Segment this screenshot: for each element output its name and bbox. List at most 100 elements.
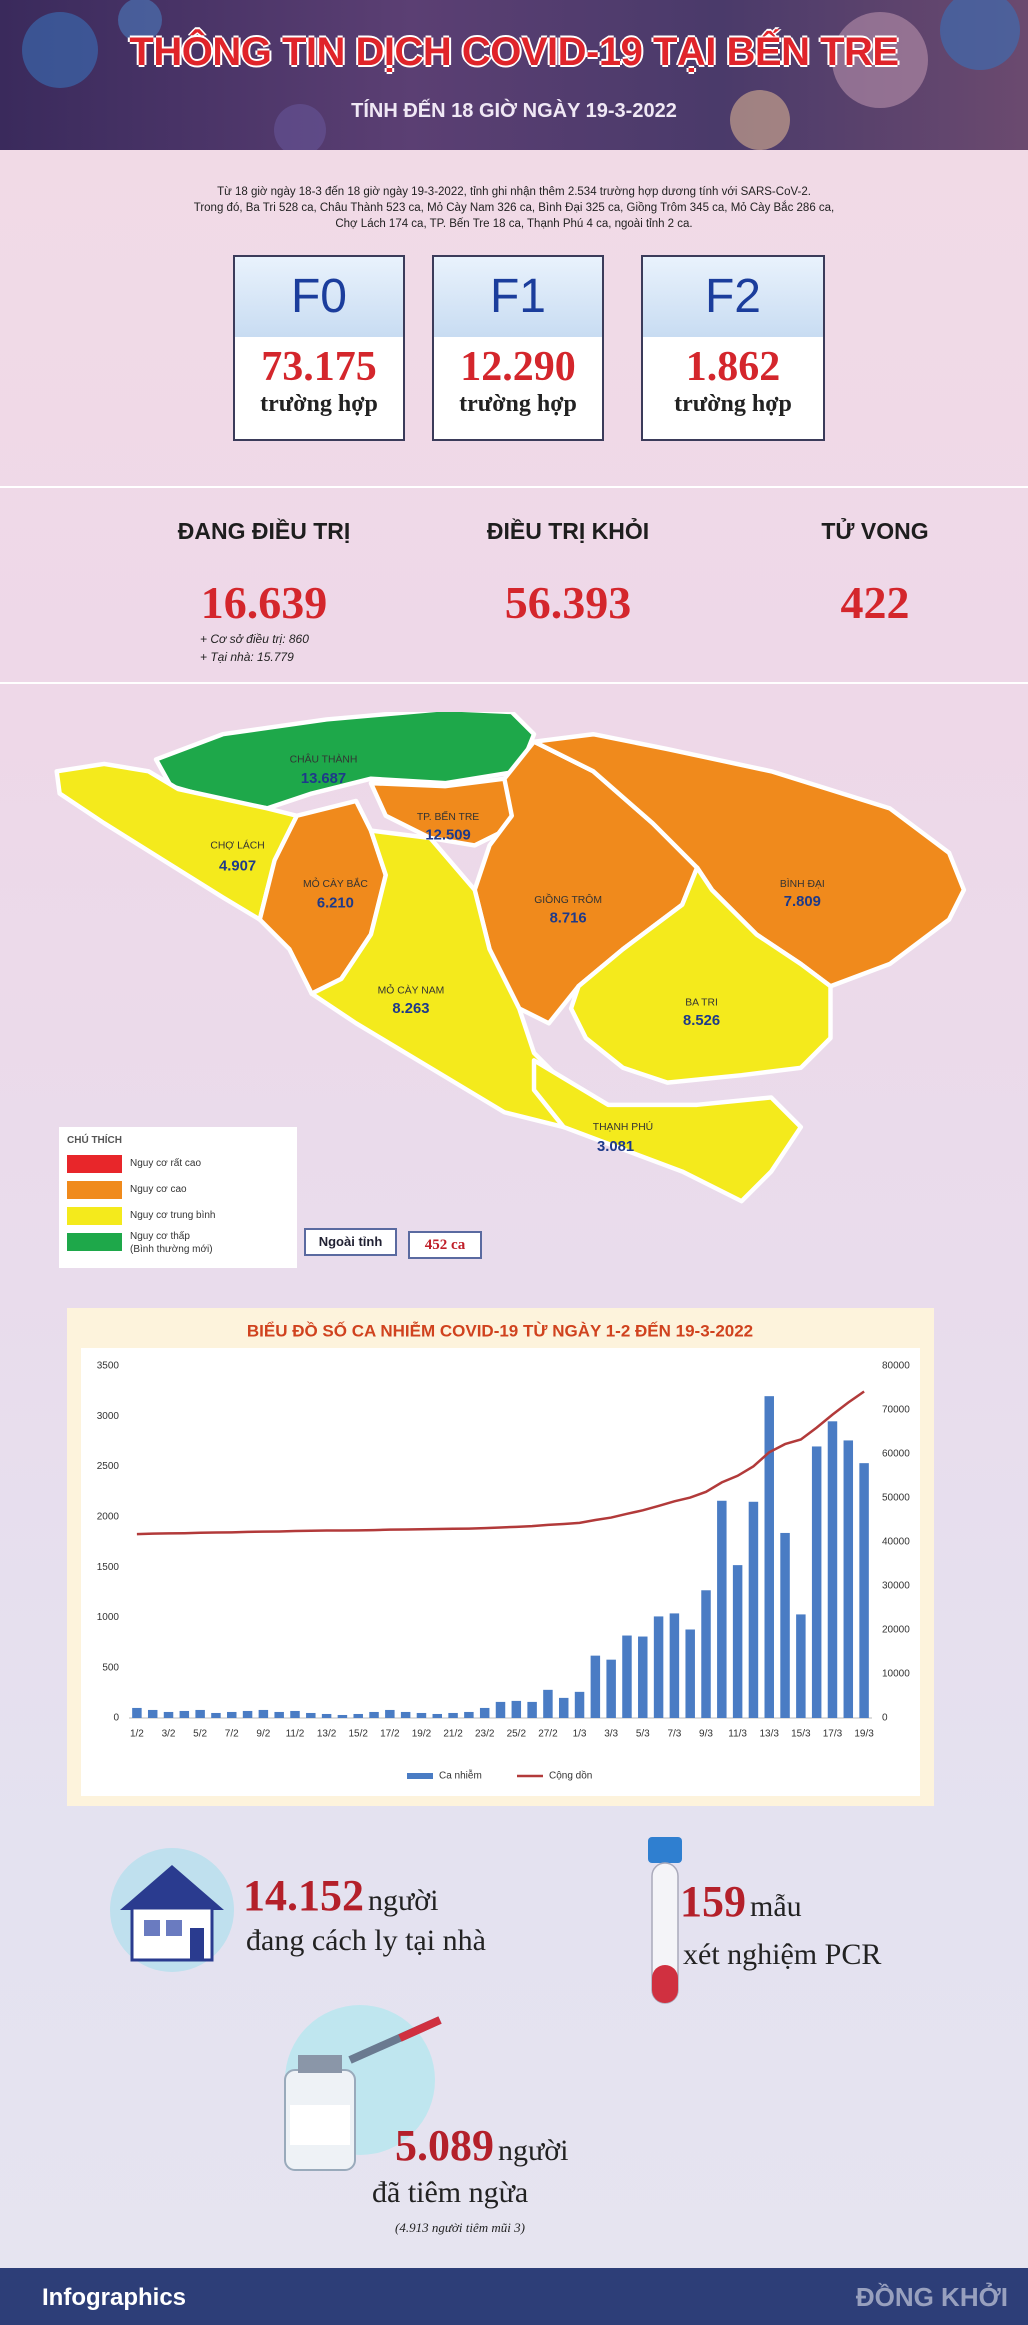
line xyxy=(136,1390,865,1536)
bar xyxy=(147,1709,158,1718)
summary-line: Trong đó, Ba Tri 528 ca, Châu Thành 523 … xyxy=(193,202,835,214)
summary-line: Từ 18 giờ ngày 18-3 đến 18 giờ ngày 19-3… xyxy=(217,186,811,198)
bar xyxy=(543,1689,553,1718)
subtitle: TÍNH ĐẾN 18 GIỜ NGÀY 19-3-2022 xyxy=(351,100,677,122)
legend-label: Nguy cơ cao xyxy=(130,1184,187,1195)
y-tick-label: 3000 xyxy=(97,1411,120,1422)
x-tick-label: 1/3 xyxy=(573,1729,587,1740)
bar xyxy=(432,1713,443,1718)
bar xyxy=(448,1712,458,1718)
x-tick-label: 5/2 xyxy=(193,1729,207,1740)
x-tick-label: 17/2 xyxy=(380,1729,400,1740)
y2-tick-label: 40000 xyxy=(882,1537,910,1548)
bar xyxy=(748,1501,759,1718)
region-name: TP. BẾN TRE xyxy=(417,810,479,823)
x-tick-label: 27/2 xyxy=(538,1729,558,1740)
chart: BIỂU ĐỒ SỐ CA NHIỄM COVID-19 TỪ NGÀY 1-2… xyxy=(81,1320,920,1796)
chart-container: BIỂU ĐỒ SỐ CA NHIỄM COVID-19 TỪ NGÀY 1-2… xyxy=(67,1308,934,1806)
region-name: THẠNH PHÚ xyxy=(593,1120,653,1133)
fact-value: 14.152 xyxy=(243,1871,364,1920)
x-tick-label: 11/2 xyxy=(286,1729,305,1740)
y2-tick-label: 0 xyxy=(882,1713,888,1724)
region-name: CHỢ LÁCH xyxy=(210,838,264,851)
bar xyxy=(353,1713,363,1718)
region-name: BA TRI xyxy=(685,998,718,1009)
case-box: F1 12.290 trường hợp xyxy=(432,255,604,441)
divider xyxy=(0,682,1028,684)
x-tick-label: 21/2 xyxy=(443,1729,463,1740)
y2-tick-label: 50000 xyxy=(882,1493,910,1504)
y2-tick-label: 30000 xyxy=(882,1581,910,1592)
legend-title: CHÚ THÍCH xyxy=(67,1135,122,1146)
case-value: 1.862 xyxy=(685,344,781,390)
y-tick-label: 3500 xyxy=(97,1361,120,1372)
y2-tick-label: 10000 xyxy=(882,1669,910,1680)
region-value: 7.809 xyxy=(784,894,821,910)
case-unit: trường hợp xyxy=(674,391,792,417)
fact-note: (4.913 người tiêm mũi 3) xyxy=(395,2220,525,2235)
bar xyxy=(211,1712,221,1718)
bar xyxy=(622,1635,632,1718)
region-value: 6.210 xyxy=(317,896,354,912)
bar xyxy=(685,1629,695,1718)
fact-unit: người xyxy=(368,1884,439,1917)
legend-label: Nguy cơ rất cao xyxy=(130,1158,202,1169)
y2-tick-label: 20000 xyxy=(882,1625,910,1636)
y-tick-label: 500 xyxy=(102,1662,119,1673)
bar xyxy=(669,1613,680,1718)
bar xyxy=(416,1712,427,1718)
bar xyxy=(764,1396,774,1718)
fact-text: đã tiêm ngừa xyxy=(372,2176,529,2209)
bar xyxy=(464,1711,474,1718)
outside-value: 452 ca xyxy=(408,1231,482,1259)
x-tick-label: 25/2 xyxy=(507,1729,527,1740)
region xyxy=(531,732,967,989)
y2-tick-label: 60000 xyxy=(882,1449,910,1460)
region-name: BÌNH ĐẠI xyxy=(780,877,825,890)
legend-swatch xyxy=(67,1233,122,1251)
bar xyxy=(780,1532,790,1718)
x-tick-label: 9/3 xyxy=(699,1729,713,1740)
bar xyxy=(400,1711,411,1718)
summary-line: Chợ Lách 174 ca, TP. Bến Tre 18 ca, Thạn… xyxy=(335,218,693,230)
x-tick-label: 19/3 xyxy=(854,1729,874,1740)
bar xyxy=(479,1707,490,1718)
status-note: + Cơ sở điều trị: 860 xyxy=(200,632,309,646)
bar xyxy=(258,1709,269,1718)
bar xyxy=(527,1701,537,1718)
bar xyxy=(337,1714,348,1718)
fact: 159 mẫu xyxy=(680,1876,802,1927)
chart-title: BIỂU ĐỒ SỐ CA NHIỄM COVID-19 TỪ NGÀY 1-2… xyxy=(247,1320,753,1340)
fact-value: 5.089 xyxy=(395,2121,494,2170)
status-value: 16.639 xyxy=(200,577,328,628)
legend-label: Nguy cơ trung bình xyxy=(130,1210,216,1221)
legend-label: Cộng dồn xyxy=(549,1770,592,1782)
bar xyxy=(179,1710,190,1718)
status-value: 422 xyxy=(840,577,910,628)
bar xyxy=(274,1711,284,1718)
region xyxy=(531,1058,804,1204)
x-tick-label: 19/2 xyxy=(412,1729,432,1740)
bar xyxy=(163,1711,174,1718)
bar xyxy=(385,1709,395,1718)
bar xyxy=(638,1636,648,1718)
bar xyxy=(827,1421,838,1718)
legend-swatch xyxy=(67,1207,122,1225)
bar xyxy=(606,1659,616,1718)
region-name: MỎ CÀY NAM xyxy=(378,984,445,997)
region-name: MỎ CÀY BẮC xyxy=(303,877,368,890)
bar xyxy=(717,1500,727,1718)
status-label: ĐIỀU TRỊ KHỎI xyxy=(486,518,650,544)
fact-unit: người xyxy=(498,2134,569,2167)
bar xyxy=(227,1711,237,1718)
bar xyxy=(495,1701,506,1718)
x-tick-label: 9/2 xyxy=(256,1729,270,1740)
y-tick-label: 2000 xyxy=(97,1511,120,1522)
fact: 5.089 người xyxy=(395,2120,568,2171)
status-value: 56.393 xyxy=(504,577,632,628)
x-tick-label: 13/3 xyxy=(760,1729,780,1740)
region-value: 8.263 xyxy=(392,1001,429,1017)
case-unit: trường hợp xyxy=(260,391,378,417)
x-tick-label: 5/3 xyxy=(636,1729,650,1740)
